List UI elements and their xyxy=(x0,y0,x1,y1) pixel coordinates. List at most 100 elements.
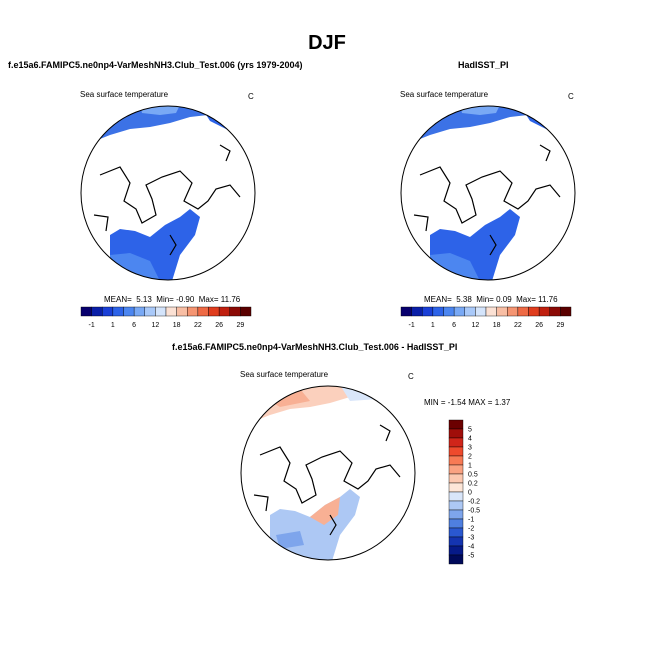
colorbar-segment xyxy=(528,306,540,317)
panel-title-model: f.e15a6.FAMIPC5.ne0np4-VarMeshNH3.Club_T… xyxy=(8,60,303,70)
colorbar-segment xyxy=(165,306,177,317)
stats-diff: MIN = -1.54 MAX = 1.37 xyxy=(424,398,511,407)
colorbar-tick-label: 6 xyxy=(132,322,136,329)
colorbar-segment xyxy=(80,306,92,317)
colorbar-segment xyxy=(448,554,464,565)
colorbar-segment xyxy=(448,446,464,457)
colorbar-segment xyxy=(133,306,145,317)
colorbar-tick-label: 26 xyxy=(215,322,223,329)
polar-map-model xyxy=(80,105,256,281)
colorbar-segment xyxy=(507,306,519,317)
colorbar-tick-label: 2 xyxy=(468,454,472,461)
colorbar-segment xyxy=(123,306,135,317)
colorbar-segment xyxy=(144,306,156,317)
colorbar-model: -1 1 6 12 18 22 26 29 xyxy=(80,306,252,329)
colorbar-segment xyxy=(448,428,464,439)
colorbar-segment xyxy=(229,306,241,317)
colorbar-segment xyxy=(448,545,464,556)
colorbar-segment xyxy=(448,491,464,502)
colorbar-tick-label: 4 xyxy=(468,436,472,443)
polar-map-diff xyxy=(240,385,416,561)
colorbar-segment xyxy=(448,419,464,430)
colorbar-segment xyxy=(91,306,103,317)
colorbar-segment xyxy=(453,306,465,317)
colorbar-tick-label: 5 xyxy=(468,427,472,434)
colorbar-segment xyxy=(197,306,209,317)
polar-map-obs xyxy=(400,105,576,281)
panel-title-diff: f.e15a6.FAMIPC5.ne0np4-VarMeshNH3.Club_T… xyxy=(172,342,458,352)
colorbar-segment xyxy=(176,306,188,317)
panel-units-model: C xyxy=(248,92,254,101)
colorbar-tick-label: -1 xyxy=(89,322,95,329)
colorbar-segment xyxy=(560,306,572,317)
colorbar-segment xyxy=(485,306,497,317)
colorbar-tick-label: 6 xyxy=(452,322,456,329)
diff-field-atlantic-cool xyxy=(276,531,304,549)
coastline xyxy=(93,144,241,256)
colorbar-tick-label: 18 xyxy=(493,322,501,329)
panel-variable-diff: Sea surface temperature xyxy=(240,370,329,379)
colorbar-obs: -1 1 6 12 18 22 26 29 xyxy=(400,306,572,329)
colorbar-segment xyxy=(218,306,230,317)
panel-variable-obs: Sea surface temperature xyxy=(400,90,489,99)
colorbar-tick-label: 0 xyxy=(468,490,472,497)
colorbar-segment xyxy=(448,437,464,448)
colorbar-segment xyxy=(448,518,464,529)
colorbar-tick-label: 1 xyxy=(431,322,435,329)
colorbar-segment xyxy=(400,306,412,317)
colorbar-segment xyxy=(517,306,529,317)
diff-field-atlantic-warm xyxy=(310,497,340,525)
colorbar-segment xyxy=(102,306,114,317)
colorbar-segment xyxy=(422,306,434,317)
colorbar-tick-label: 29 xyxy=(236,322,244,329)
stats-obs: MEAN= 5.38 Min= 0.09 Max= 11.76 xyxy=(424,295,558,304)
panel-title-obs: HadISST_PI xyxy=(458,60,509,70)
colorbar-tick-label: 1 xyxy=(468,463,472,470)
colorbar-tick-label: 26 xyxy=(535,322,543,329)
colorbar-segment xyxy=(448,527,464,538)
colorbar-segment xyxy=(448,473,464,484)
colorbar-tick-label: -2 xyxy=(468,526,474,533)
colorbar-diff: 5 4 3 2 1 0.5 0.2 0 -0.2 -0.5 -1 -2 -3 -4 -5 xyxy=(448,419,480,565)
colorbar-tick-label: 22 xyxy=(194,322,202,329)
colorbar-segment xyxy=(448,455,464,466)
colorbar-segment xyxy=(448,509,464,520)
colorbar-segment xyxy=(443,306,455,317)
colorbar-segment xyxy=(475,306,487,317)
colorbar-segment xyxy=(549,306,561,317)
colorbar-tick-label: -5 xyxy=(468,553,474,560)
colorbar-segment xyxy=(448,482,464,493)
panel-units-obs: C xyxy=(568,92,574,101)
colorbar-tick-label: -3 xyxy=(468,535,474,542)
coastline xyxy=(253,424,401,536)
colorbar-segment xyxy=(448,464,464,475)
colorbar-segment xyxy=(411,306,423,317)
colorbar-tick-label: 3 xyxy=(468,445,472,452)
colorbar-tick-label: 0.5 xyxy=(468,472,478,479)
colorbar-tick-label: -1 xyxy=(409,322,415,329)
colorbar-segment xyxy=(187,306,199,317)
colorbar-segment xyxy=(112,306,124,317)
panel-units-diff: C xyxy=(408,372,414,381)
colorbar-tick-label: 29 xyxy=(556,322,564,329)
colorbar-segment xyxy=(496,306,508,317)
colorbar-segment xyxy=(432,306,444,317)
colorbar-tick-label: -0.5 xyxy=(468,508,480,515)
colorbar-tick-label: 12 xyxy=(151,322,159,329)
coastline xyxy=(413,144,561,256)
colorbar-tick-label: 0.2 xyxy=(468,481,478,488)
colorbar-tick-label: -1 xyxy=(468,517,474,524)
colorbar-tick-label: -4 xyxy=(468,544,474,551)
stats-model: MEAN= 5.13 Min= -0.90 Max= 11.76 xyxy=(104,295,241,304)
colorbar-tick-label: 18 xyxy=(173,322,181,329)
panel-variable-model: Sea surface temperature xyxy=(80,90,169,99)
colorbar-tick-label: 12 xyxy=(471,322,479,329)
colorbar-tick-label: -0.2 xyxy=(468,499,480,506)
colorbar-segment xyxy=(448,500,464,511)
colorbar-tick-label: 22 xyxy=(514,322,522,329)
main-title: DJF xyxy=(308,32,346,54)
colorbar-tick-label: 1 xyxy=(111,322,115,329)
colorbar-segment xyxy=(464,306,476,317)
colorbar-segment xyxy=(538,306,550,317)
colorbar-segment xyxy=(155,306,167,317)
